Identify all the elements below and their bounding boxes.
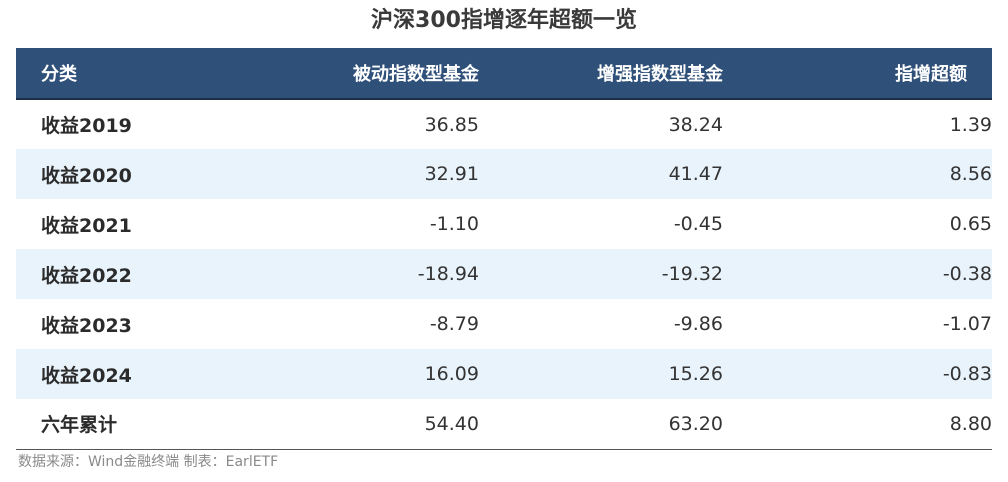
data-source-note: 数据来源：Wind金融终端 制表：EarlETF	[18, 454, 279, 470]
excess-return-cell: 1.39	[949, 113, 992, 136]
table-row: 收益2022 -18.94 -19.32 -0.38	[16, 249, 992, 299]
passive-fund-cell: -18.94	[417, 263, 479, 285]
table-row: 收益2023 -8.79 -9.86 -1.07	[16, 299, 992, 349]
excess-return-cell: 8.80	[723, 399, 992, 450]
category-cell: 收益2021	[41, 214, 132, 237]
table-row: 收益2021 -1.10 -0.45 0.65	[16, 199, 992, 249]
header-enhanced-fund: 增强指数型基金	[479, 48, 723, 100]
table-row: 收益2024 16.09 15.26 -0.83	[16, 349, 992, 399]
enhanced-fund-cell: -9.86	[673, 313, 723, 335]
enhanced-fund-cell: 41.47	[668, 163, 723, 185]
passive-fund-cell: 36.85	[424, 113, 479, 136]
passive-fund-cell: 32.91	[424, 163, 479, 185]
header-excess-return: 指增超额	[723, 48, 992, 100]
enhanced-fund-cell: -0.45	[673, 213, 723, 235]
category-cell: 收益2019	[41, 115, 132, 137]
table-header-row: 分类 被动指数型基金 增强指数型基金 指增超额	[16, 48, 992, 100]
category-cell: 收益2020	[41, 164, 132, 187]
category-cell: 收益2022	[41, 264, 132, 287]
page-title: 沪深300指增逐年超额一览	[371, 8, 637, 33]
enhanced-fund-cell: 15.26	[668, 363, 723, 385]
category-cell: 收益2023	[41, 314, 132, 337]
header-passive-fund: 被动指数型基金	[230, 48, 479, 100]
passive-fund-cell: -8.79	[429, 313, 479, 335]
enhanced-fund-cell: -19.32	[661, 263, 723, 285]
table-row: 收益2020 32.91 41.47 8.56	[16, 149, 992, 199]
enhanced-fund-cell: 63.20	[479, 399, 723, 450]
category-cell: 六年累计	[16, 399, 230, 450]
excess-return-cell: 0.65	[949, 213, 992, 235]
passive-fund-cell: -1.10	[429, 213, 479, 235]
returns-table: 分类 被动指数型基金 增强指数型基金 指增超额 收益2019 36.85 38.24…	[16, 48, 992, 450]
header-category: 分类	[16, 48, 230, 100]
table-row: 收益2019 36.85 38.24 1.39	[16, 99, 992, 149]
excess-return-cell: -0.38	[942, 263, 992, 285]
enhanced-fund-cell: 38.24	[668, 113, 723, 136]
table-body: 收益2019 36.85 38.24 1.39 收益2020 32.91 41.47 8.56…	[16, 99, 992, 450]
excess-return-cell: -1.07	[942, 313, 992, 335]
passive-fund-cell: 16.09	[424, 363, 479, 385]
excess-return-cell: 8.56	[949, 163, 992, 185]
passive-fund-cell: 54.40	[230, 399, 479, 450]
excess-return-cell: -0.83	[942, 363, 992, 385]
category-cell: 收益2024	[41, 364, 132, 387]
table-row: 六年累计 54.40 63.20 8.80	[16, 399, 992, 450]
